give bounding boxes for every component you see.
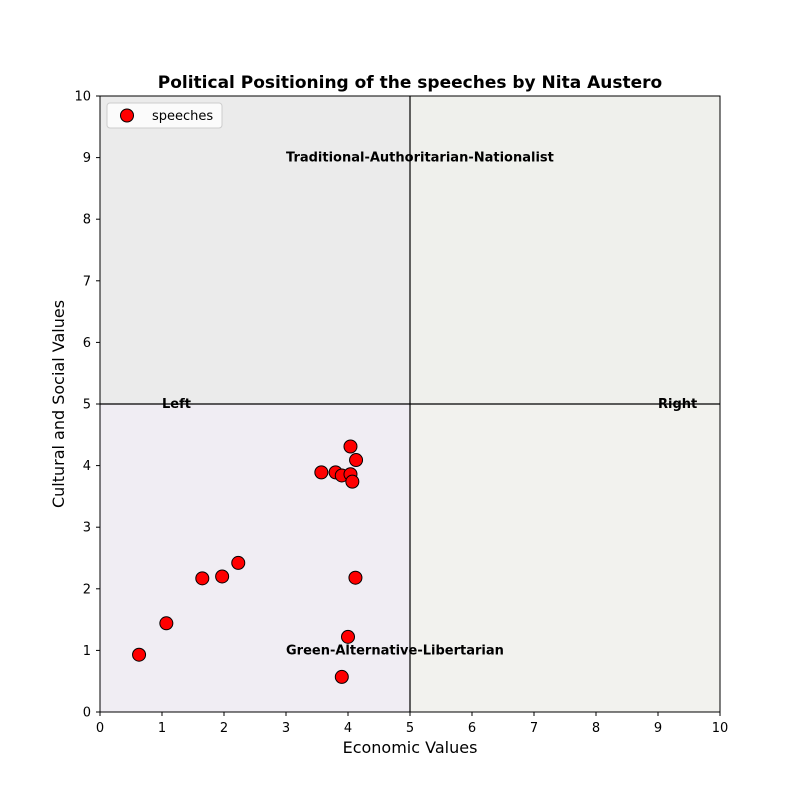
quadrant-top-right bbox=[410, 96, 720, 404]
chart-title: Political Positioning of the speeches by… bbox=[158, 73, 662, 93]
y-axis-ticks: 0 1 2 3 4 5 6 7 8 9 10 bbox=[74, 90, 100, 721]
x-tick-label: 3 bbox=[282, 721, 290, 736]
data-point bbox=[132, 647, 147, 662]
y-tick-label: 4 bbox=[83, 459, 91, 474]
data-point bbox=[334, 669, 349, 684]
y-tick-label: 1 bbox=[83, 644, 91, 659]
y-axis-label: Cultural and Social Values bbox=[49, 300, 68, 508]
x-tick-label: 0 bbox=[96, 721, 104, 736]
legend-box bbox=[106, 102, 223, 129]
x-tick-label: 8 bbox=[592, 721, 600, 736]
y-tick-label: 3 bbox=[83, 521, 91, 536]
x-tick-label: 9 bbox=[654, 721, 662, 736]
quadrant-dividers bbox=[100, 96, 720, 712]
y-tick-label: 2 bbox=[83, 582, 91, 597]
x-axis-ticks: 0 1 2 3 4 5 6 7 8 9 10 bbox=[96, 712, 728, 736]
x-axis-label: Economic Values bbox=[343, 738, 478, 757]
data-point bbox=[195, 571, 210, 586]
y-tick-label: 6 bbox=[83, 336, 91, 351]
x-tick-label: 5 bbox=[406, 721, 414, 736]
quadrant-annotation: Left bbox=[162, 397, 191, 412]
y-tick-label: 0 bbox=[83, 706, 91, 721]
quadrant-annotation: Right bbox=[658, 397, 697, 412]
legend-marker bbox=[120, 108, 134, 123]
data-point bbox=[348, 570, 363, 585]
legend: speeches bbox=[106, 102, 223, 129]
quadrant-annotation: Traditional-Authoritarian-Nationalist bbox=[286, 151, 554, 166]
quadrant-bottom-right bbox=[410, 404, 720, 712]
data-point bbox=[349, 453, 364, 468]
data-point bbox=[159, 616, 174, 631]
legend-label: speeches bbox=[152, 109, 213, 124]
x-tick-label: 6 bbox=[468, 721, 476, 736]
quadrant-bottom-left bbox=[100, 404, 410, 712]
x-tick-label: 7 bbox=[530, 721, 538, 736]
y-tick-label: 10 bbox=[74, 90, 91, 105]
x-tick-label: 1 bbox=[158, 721, 166, 736]
x-tick-label: 10 bbox=[712, 721, 729, 736]
data-point bbox=[345, 474, 360, 489]
data-point bbox=[215, 569, 230, 584]
y-tick-label: 7 bbox=[83, 274, 91, 289]
y-tick-label: 8 bbox=[83, 213, 91, 228]
data-points bbox=[132, 439, 364, 684]
y-tick-label: 5 bbox=[83, 398, 91, 413]
data-point bbox=[314, 465, 329, 480]
quadrant-labels: Traditional-Authoritarian-Nationalist Gre… bbox=[162, 151, 697, 659]
quadrant-top-left bbox=[100, 96, 410, 404]
quadrant-backgrounds bbox=[100, 96, 720, 712]
data-point bbox=[341, 629, 355, 644]
data-point bbox=[231, 555, 246, 570]
x-tick-label: 4 bbox=[344, 721, 352, 736]
y-tick-label: 9 bbox=[83, 151, 91, 166]
data-point bbox=[343, 439, 358, 454]
quadrant-annotation: Green-Alternative-Libertarian bbox=[286, 643, 504, 658]
x-tick-label: 2 bbox=[220, 721, 228, 736]
